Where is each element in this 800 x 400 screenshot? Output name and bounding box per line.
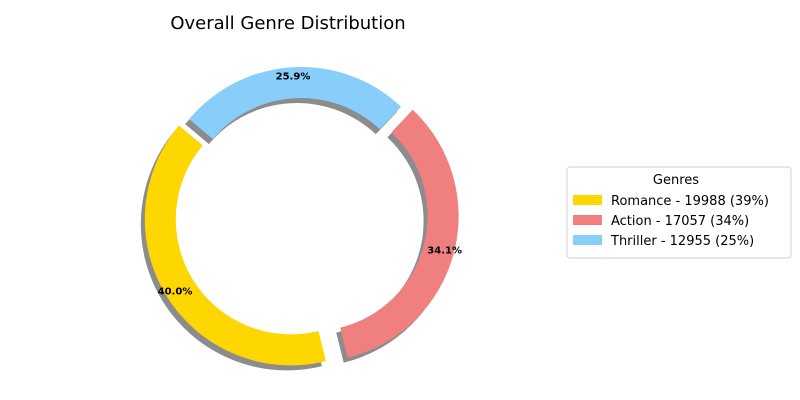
legend-swatch-thriller: [573, 235, 602, 245]
legend-label-action: Action - 17057 (34%): [611, 214, 749, 229]
slice-thriller: [189, 66, 402, 140]
legend-frame: [566, 166, 792, 259]
percent-labels: 40.0% 34.1% 25.9%: [158, 72, 462, 298]
legend-label-thriller: Thriller - 12955 (25%): [610, 234, 754, 249]
chart-title: Overall Genre Distribution: [170, 13, 405, 34]
legend-items: Romance - 19988 (39%) Action - 17057 (34%…: [573, 194, 769, 249]
percent-label-action: 34.1%: [427, 246, 462, 257]
slice-action: [340, 109, 459, 358]
legend-title: Genres: [653, 173, 699, 188]
legend-swatch-romance: [573, 195, 602, 205]
percent-label-thriller: 25.9%: [276, 72, 311, 83]
donut-slices: [144, 66, 459, 366]
slice-romance: [144, 125, 326, 366]
legend: Genres Romance - 19988 (39%) Action - 170…: [566, 166, 792, 259]
percent-label-romance: 40.0%: [158, 287, 193, 298]
legend-label-romance: Romance - 19988 (39%): [611, 194, 769, 209]
legend-swatch-action: [573, 215, 602, 225]
